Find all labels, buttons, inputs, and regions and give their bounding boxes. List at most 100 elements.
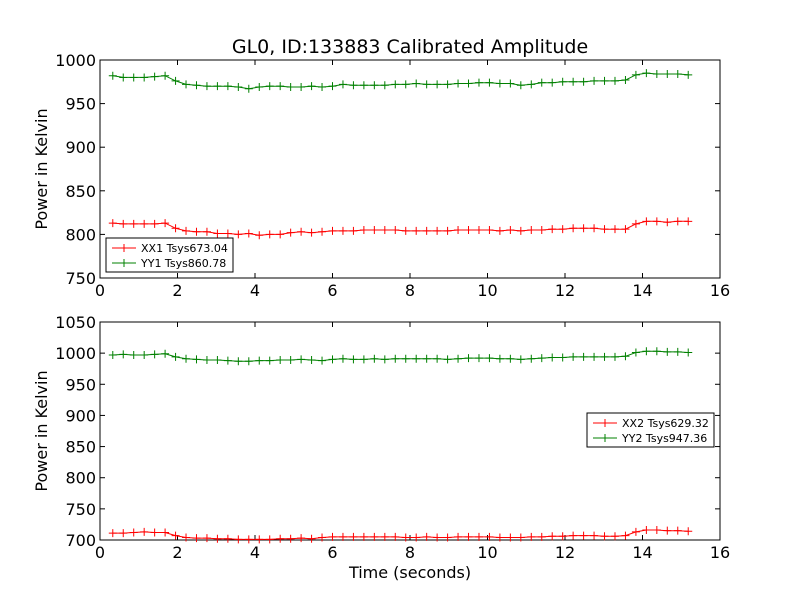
data-point: [276, 230, 285, 239]
data-point: [338, 226, 347, 235]
data-point: [182, 354, 191, 363]
x-tick-label: 4: [250, 543, 260, 562]
data-point: [119, 529, 128, 538]
data-point: [631, 348, 640, 357]
data-point: [600, 225, 609, 234]
data-point: [202, 534, 211, 543]
y-tick-label: 800: [65, 469, 96, 488]
x-tick-label: 6: [327, 281, 337, 300]
x-tick-label: 8: [405, 281, 415, 300]
data-point: [129, 73, 138, 82]
data-point: [223, 82, 232, 91]
top-subplot: 0 2 4 6 8 10 12 14 16 750 800 850 900 950 1000 Power in…: [32, 51, 730, 300]
x-tick-label: 14: [632, 543, 652, 562]
data-point: [349, 355, 358, 364]
data-point: [391, 226, 400, 235]
data-point: [307, 228, 316, 237]
data-point: [600, 532, 609, 541]
data-point: [684, 217, 693, 226]
data-point: [359, 226, 368, 235]
data-point: [485, 532, 494, 541]
data-point: [516, 81, 525, 90]
y-tick-label: 900: [65, 138, 96, 157]
data-point: [307, 82, 316, 91]
data-point: [579, 77, 588, 86]
data-point: [370, 532, 379, 541]
data-point: [652, 217, 661, 226]
y-tick-label: 700: [65, 531, 96, 550]
data-point: [673, 69, 682, 78]
data-point: [359, 81, 368, 90]
data-point: [328, 355, 337, 364]
data-point: [579, 531, 588, 540]
data-point: [171, 224, 180, 233]
x-tick-label: 2: [172, 281, 182, 300]
data-point: [140, 73, 149, 82]
data-point: [548, 78, 557, 87]
data-point: [276, 355, 285, 364]
data-point: [401, 80, 410, 89]
data-point: [610, 76, 619, 85]
data-point: [140, 527, 149, 536]
data-point: [652, 526, 661, 535]
data-point: [506, 533, 515, 542]
data-point: [265, 230, 274, 239]
data-point: [108, 529, 117, 538]
data-point: [422, 532, 431, 541]
data-point: [380, 226, 389, 235]
data-point: [474, 354, 483, 363]
data-point: [558, 225, 567, 234]
data-point: [255, 83, 264, 92]
data-point: [537, 532, 546, 541]
data-point: [129, 351, 138, 360]
data-point: [485, 354, 494, 363]
data-point: [401, 226, 410, 235]
data-point: [642, 347, 651, 356]
data-point: [569, 224, 578, 233]
series-xx2: [108, 526, 693, 544]
data-point: [422, 226, 431, 235]
data-point: [527, 80, 536, 89]
data-point: [642, 217, 651, 226]
data-point: [558, 77, 567, 86]
data-point: [495, 226, 504, 235]
data-point: [579, 352, 588, 361]
data-point: [652, 69, 661, 78]
data-point: [244, 357, 253, 366]
data-point: [370, 81, 379, 90]
data-point: [265, 535, 274, 544]
data-point: [474, 532, 483, 541]
legend-box: [586, 412, 715, 448]
data-point: [495, 354, 504, 363]
data-point: [150, 72, 159, 81]
data-point: [485, 78, 494, 87]
data-point: [537, 354, 546, 363]
data-point: [182, 226, 191, 235]
data-point: [558, 353, 567, 362]
legend-label: XX1 Tsys673.04: [141, 242, 228, 255]
data-point: [182, 533, 191, 542]
x-axis-label: Time (seconds): [348, 563, 471, 582]
data-point: [286, 355, 295, 364]
data-point: [401, 354, 410, 363]
data-point: [307, 355, 316, 364]
y-tick-label: 950: [65, 95, 96, 114]
data-point: [652, 347, 661, 356]
data-point: [380, 355, 389, 364]
data-point: [548, 225, 557, 234]
data-point: [527, 354, 536, 363]
data-point: [590, 224, 599, 233]
y-tick-label: 950: [65, 375, 96, 394]
data-point: [454, 532, 463, 541]
legend-box: [105, 237, 234, 273]
x-tick-label: 12: [555, 281, 575, 300]
data-point: [590, 531, 599, 540]
data-point: [108, 219, 117, 228]
data-point: [590, 76, 599, 85]
data-point: [318, 356, 327, 365]
y-tick-label: 850: [65, 182, 96, 201]
data-point: [621, 352, 630, 361]
data-point: [140, 219, 149, 228]
data-point: [548, 532, 557, 541]
legend: XX1 Tsys673.04 YY1 Tsys860.78: [105, 237, 234, 273]
